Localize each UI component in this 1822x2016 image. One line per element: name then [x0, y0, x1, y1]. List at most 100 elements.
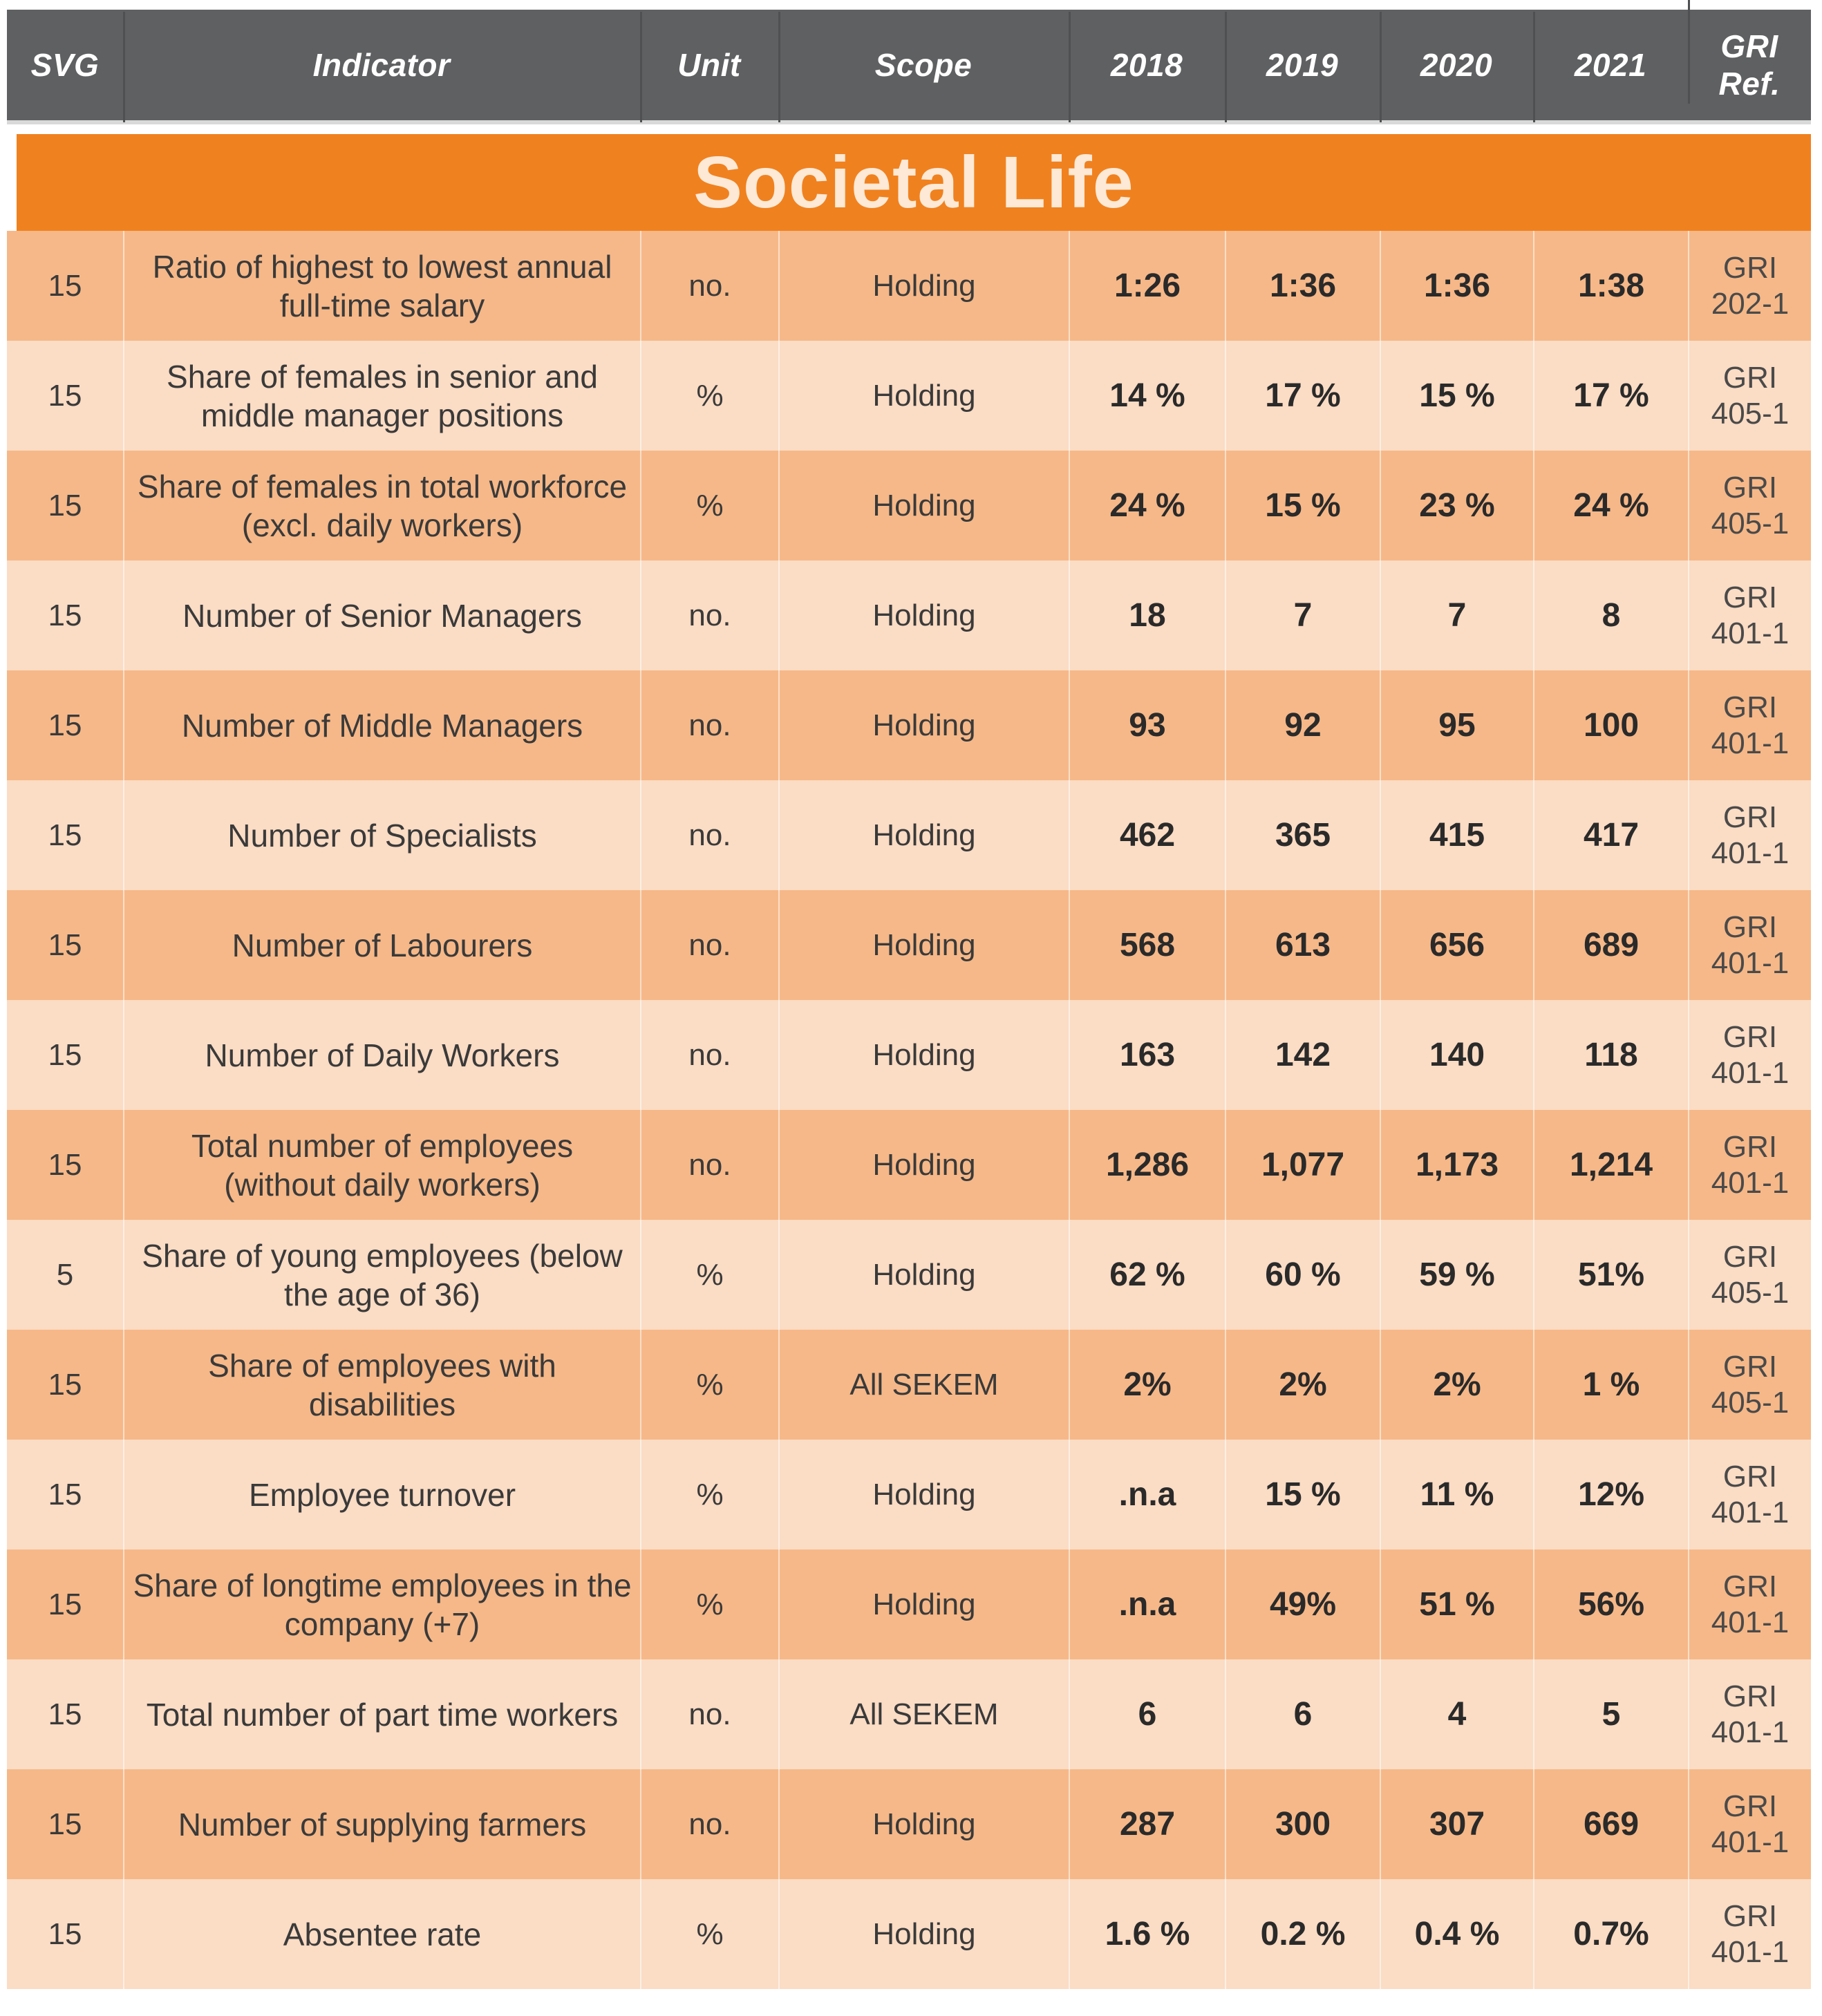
cell-y2019: 0.2 % [1225, 1879, 1380, 1989]
cell-scope: Holding [778, 1000, 1069, 1110]
sustainability-table: SVG Indicator Unit Scope 2018 2019 2020 … [7, 0, 1811, 2007]
header-2021: 2021 [1533, 12, 1688, 122]
cell-y2021: 17 % [1533, 341, 1688, 451]
cell-y2019: 300 [1225, 1769, 1380, 1879]
cell-svg: 15 [48, 1147, 82, 1182]
table-row: 15 Absentee rate% Holding 1.6 % 0.2 % 0.4 % 0.… [7, 1879, 1811, 1989]
cell-scope: Holding [778, 231, 1069, 341]
cell-y2019: 365 [1225, 780, 1380, 890]
cell-y2021: 669 [1533, 1769, 1688, 1879]
cell-y2019: 15 % [1225, 1440, 1380, 1549]
cell-y2019: 7 [1225, 560, 1380, 670]
cell-y2021: 5 [1533, 1659, 1688, 1769]
cell-unit: no. [640, 780, 778, 890]
cell-y2021: 100 [1533, 670, 1688, 780]
cell-y2021: 51% [1533, 1220, 1688, 1330]
cell-scope: Holding [778, 560, 1069, 670]
table-row: 15 Number of Senior Managers no. Holding 18 7… [7, 560, 1811, 670]
cell-indicator: Share of females in senior and middle ma… [123, 341, 640, 451]
cell-indicator: Ratio of highest to lowest annual full-t… [123, 231, 640, 341]
cell-y2020: 1:36 [1380, 231, 1533, 341]
cell-y2020: 2% [1380, 1330, 1533, 1440]
cell-unit: % [640, 451, 778, 560]
table-row: 15 Share of females in total workforce (e… [7, 451, 1811, 560]
cell-svg: 15 [48, 378, 82, 413]
cell-svg: 15 [48, 1037, 82, 1072]
cell-unit: no. [640, 1659, 778, 1769]
cell-y2020: 307 [1380, 1769, 1533, 1879]
table-row: 15 Number of Labourers no. Holding 568 613 656… [7, 890, 1811, 1000]
cell-svg: 15 [48, 1587, 82, 1621]
cell-gri: GRI 401-1 [1688, 670, 1811, 780]
cell-y2018: 18 [1069, 560, 1225, 670]
cell-unit: % [640, 1440, 778, 1549]
cell-y2020: 7 [1380, 560, 1533, 670]
cell-unit: % [640, 1330, 778, 1440]
cell-y2018: .n.a [1069, 1440, 1225, 1549]
cell-y2019: 6 [1225, 1659, 1380, 1769]
cell-y2019: 142 [1225, 1000, 1380, 1110]
cell-y2020: 656 [1380, 890, 1533, 1000]
cell-indicator: Number of Senior Managers [123, 560, 640, 670]
cell-svg: 15 [48, 708, 82, 742]
cell-y2021: 1 % [1533, 1330, 1688, 1440]
cell-gri: GRI 401-1 [1688, 1879, 1811, 1989]
table-row: 15 Employee turnover% Holding .n.a 15 % 11 % 1… [7, 1440, 1811, 1549]
cell-y2019: 60 % [1225, 1220, 1380, 1330]
header-gri-ref: GRI Ref. [1688, 0, 1811, 104]
cell-unit: no. [640, 1769, 778, 1879]
cell-gri: GRI 202-1 [1688, 231, 1811, 341]
cell-y2020: 1,173 [1380, 1110, 1533, 1220]
cell-scope: Holding [778, 1879, 1069, 1989]
cell-y2020: 415 [1380, 780, 1533, 890]
cell-gri: GRI 401-1 [1688, 560, 1811, 670]
cell-unit: % [640, 341, 778, 451]
cell-y2021: 56% [1533, 1549, 1688, 1659]
cell-y2019: 1,077 [1225, 1110, 1380, 1220]
cell-indicator: Total number of part time workers [123, 1659, 640, 1769]
cell-y2021: 24 % [1533, 451, 1688, 560]
cell-gri: GRI 405-1 [1688, 1220, 1811, 1330]
cell-unit: no. [640, 890, 778, 1000]
table-row: 15 Share of longtime employees in the com… [7, 1549, 1811, 1659]
cell-gri: GRI 401-1 [1688, 1110, 1811, 1220]
cell-gri: GRI 401-1 [1688, 780, 1811, 890]
table-row: 15 Number of supplying farmers no. Holding 2… [7, 1769, 1811, 1879]
cell-y2020: 59 % [1380, 1220, 1533, 1330]
table-row: 15 Number of Daily Workers no. Holding 163 14… [7, 1000, 1811, 1110]
cell-y2021: 417 [1533, 780, 1688, 890]
cell-unit: % [640, 1549, 778, 1659]
cell-unit: % [640, 1220, 778, 1330]
cell-indicator: Number of Daily Workers [123, 1000, 640, 1110]
cell-unit: no. [640, 231, 778, 341]
cell-y2021: 689 [1533, 890, 1688, 1000]
cell-y2018: 93 [1069, 670, 1225, 780]
cell-indicator: Total number of employees (without daily… [123, 1110, 640, 1220]
cell-scope: Holding [778, 341, 1069, 451]
cell-svg: 15 [48, 1477, 82, 1511]
cell-scope: Holding [778, 670, 1069, 780]
cell-indicator: Share of young employees (below the age … [123, 1220, 640, 1330]
cell-svg: 15 [48, 1697, 82, 1731]
cell-y2018: 462 [1069, 780, 1225, 890]
cell-y2021: 118 [1533, 1000, 1688, 1110]
cell-scope: Holding [778, 890, 1069, 1000]
table-row: 15 Share of employees with disabilities% A… [7, 1330, 1811, 1440]
cell-svg: 15 [48, 1807, 82, 1841]
cell-y2019: 17 % [1225, 341, 1380, 451]
table-row: 15 Number of Middle Managers no. Holding 93 9… [7, 670, 1811, 780]
cell-svg: 15 [48, 598, 82, 632]
cell-svg: 15 [48, 1367, 82, 1402]
cell-gri: GRI 401-1 [1688, 1000, 1811, 1110]
cell-scope: Holding [778, 1769, 1069, 1879]
cell-unit: no. [640, 1110, 778, 1220]
cell-y2020: 95 [1380, 670, 1533, 780]
cell-y2019: 49% [1225, 1549, 1380, 1659]
cell-indicator: Share of longtime employees in the compa… [123, 1549, 640, 1659]
cell-svg: 15 [48, 927, 82, 962]
cell-y2021: 8 [1533, 560, 1688, 670]
cell-indicator: Share of females in total workforce (exc… [123, 451, 640, 560]
cell-y2019: 613 [1225, 890, 1380, 1000]
header-2018: 2018 [1069, 12, 1225, 122]
cell-gri: GRI 401-1 [1688, 890, 1811, 1000]
